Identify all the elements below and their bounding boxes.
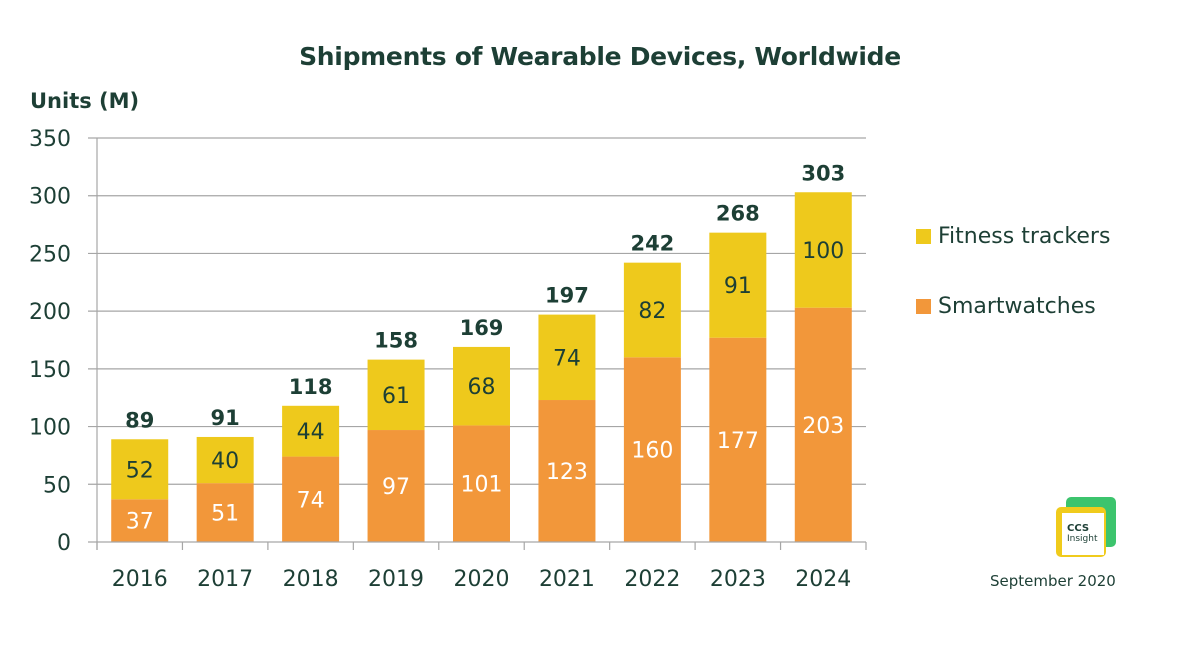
bar-smartwatches — [709, 337, 767, 542]
data-label-fitness-trackers: 68 — [468, 375, 496, 400]
data-label-smartwatches: 177 — [717, 429, 759, 454]
y-tick-label: 100 — [29, 416, 71, 441]
total-label: 118 — [289, 375, 333, 399]
x-tick-label: 2024 — [795, 567, 851, 592]
bar-fitness-trackers — [538, 314, 596, 401]
y-tick-label: 350 — [29, 127, 71, 152]
legend-swatch-fitness-trackers — [916, 228, 931, 244]
bar-smartwatches — [282, 456, 340, 542]
data-label-fitness-trackers: 91 — [724, 274, 752, 299]
logo-yellow-square: CCS Insight — [1056, 507, 1106, 557]
bar-fitness-trackers — [709, 232, 767, 338]
data-label-smartwatches: 123 — [546, 460, 588, 485]
x-tick-label: 2021 — [539, 567, 595, 592]
data-label-smartwatches: 51 — [211, 502, 239, 527]
data-label-fitness-trackers: 40 — [211, 449, 239, 474]
x-tick-label: 2019 — [368, 567, 424, 592]
y-axis-label: Units (M) — [30, 89, 140, 113]
y-tick-label: 0 — [57, 531, 71, 556]
data-label-smartwatches: 160 — [631, 439, 673, 464]
bar-fitness-trackers — [196, 436, 254, 484]
legend-swatch-smartwatches — [916, 298, 931, 314]
bar-smartwatches — [623, 357, 681, 542]
bar-fitness-trackers — [111, 439, 169, 500]
bar-fitness-trackers — [623, 262, 681, 358]
data-labels: 37 52 89 51 40 91 74 44 118 97 61 158 101 68 169 123 74 1… — [125, 161, 845, 534]
bar-fitness-trackers — [794, 192, 852, 308]
data-label-fitness-trackers: 74 — [553, 346, 581, 371]
bar-smartwatches — [794, 307, 852, 542]
total-label: 268 — [716, 202, 760, 226]
y-tick-label: 50 — [43, 473, 71, 498]
legend-label: Smartwatches — [938, 293, 1096, 319]
bar-smartwatches — [196, 483, 254, 542]
legend-item-smartwatches[interactable]: Smartwatches — [916, 291, 1110, 321]
total-label: 242 — [630, 232, 674, 256]
data-label-fitness-trackers: 44 — [297, 420, 325, 445]
data-label-fitness-trackers: 82 — [638, 299, 666, 324]
bar-smartwatches — [538, 400, 596, 542]
chart-title: Shipments of Wearable Devices, Worldwide — [299, 42, 901, 71]
x-tick-label: 2018 — [283, 567, 339, 592]
bar-smartwatches — [453, 425, 510, 542]
total-label: 158 — [374, 329, 418, 353]
axes: 0 50 100 150 200 250 300 350 2016 2017 2018 2019 202… — [29, 127, 867, 592]
bar-smartwatches — [111, 499, 169, 542]
data-label-smartwatches: 203 — [802, 414, 844, 439]
data-label-fitness-trackers: 52 — [126, 458, 154, 483]
bars — [111, 192, 852, 542]
data-label-smartwatches: 101 — [461, 473, 503, 498]
bar-fitness-trackers — [453, 346, 510, 426]
bar-smartwatches — [367, 430, 425, 542]
ccs-insight-logo: CCS Insight — [1056, 497, 1116, 557]
legend-item-fitness-trackers[interactable]: Fitness trackers — [916, 221, 1110, 251]
data-label-smartwatches: 97 — [382, 475, 410, 500]
data-label-smartwatches: 37 — [126, 510, 154, 535]
data-label-smartwatches: 74 — [297, 488, 325, 513]
bar-fitness-trackers — [282, 405, 340, 457]
x-tick-label: 2022 — [624, 567, 680, 592]
data-label-fitness-trackers: 61 — [382, 384, 410, 409]
legend-label: Fitness trackers — [938, 223, 1111, 249]
x-tick-label: 2017 — [197, 567, 253, 592]
y-tick-label: 150 — [29, 358, 71, 383]
data-label-fitness-trackers: 100 — [802, 239, 844, 264]
y-tick-label: 200 — [29, 300, 71, 325]
logo-inner: CCS Insight — [1062, 513, 1104, 555]
x-tick-label: 2020 — [454, 567, 510, 592]
logo-text-ccs: CCS — [1067, 523, 1090, 534]
y-tick-label: 250 — [29, 242, 71, 267]
x-tick-label: 2016 — [112, 567, 168, 592]
total-label: 169 — [460, 316, 504, 340]
logo-text-insight: Insight — [1067, 534, 1098, 544]
publication-date: September 2020 — [990, 572, 1116, 590]
total-label: 89 — [125, 408, 154, 432]
total-label: 197 — [545, 284, 589, 308]
x-tick-label: 2023 — [710, 567, 766, 592]
total-label: 303 — [801, 161, 845, 185]
total-label: 91 — [211, 406, 240, 430]
y-tick-label: 300 — [29, 185, 71, 210]
legend: Fitness trackers Smartwatches — [916, 221, 1110, 361]
bar-fitness-trackers — [367, 359, 425, 431]
